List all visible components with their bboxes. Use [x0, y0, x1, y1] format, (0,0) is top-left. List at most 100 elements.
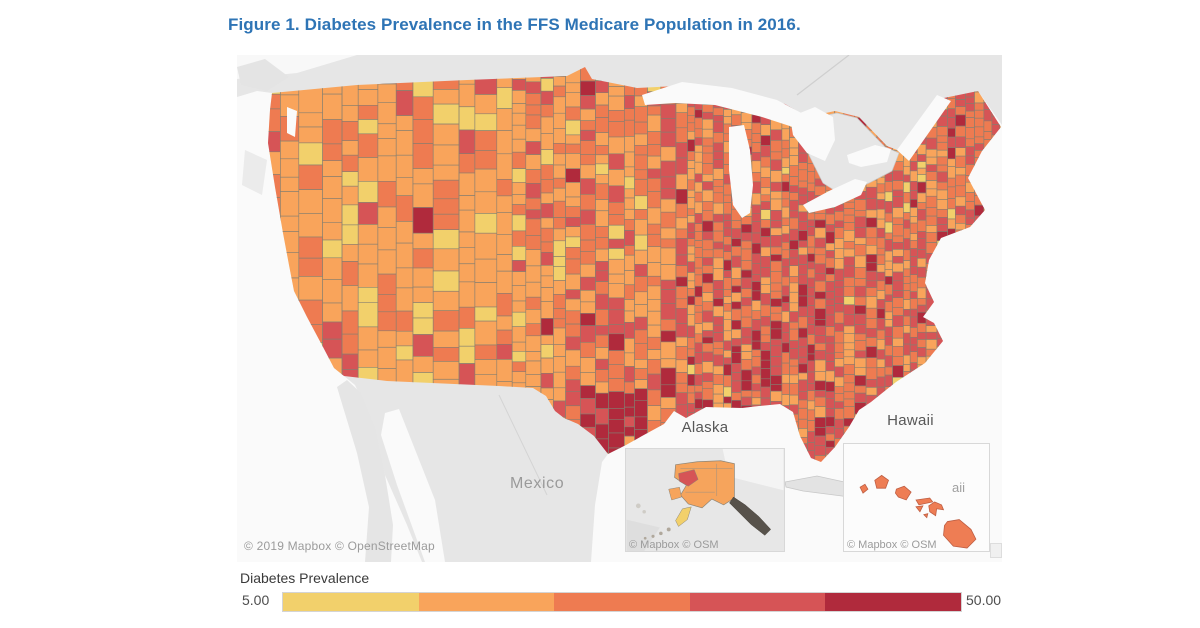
- county-cell: [814, 213, 826, 221]
- county-cell: [675, 308, 688, 325]
- legend-class-swatch: [418, 593, 555, 611]
- county-cell: [496, 195, 513, 213]
- county-cell: [781, 233, 790, 243]
- county-cell: [854, 296, 867, 306]
- county-cell: [781, 217, 790, 226]
- county-cell: [694, 151, 703, 163]
- county-cell: [322, 119, 343, 145]
- county-cell: [553, 128, 566, 144]
- county-cell: [701, 249, 714, 258]
- county-cell: [511, 341, 527, 352]
- county-cell: [701, 128, 714, 139]
- county-cell: [687, 364, 696, 375]
- county-cell: [760, 135, 771, 146]
- county-cell: [789, 292, 799, 304]
- county-cell: [634, 379, 648, 390]
- county-cell: [798, 152, 808, 163]
- county-cell: [903, 238, 911, 251]
- county-cell: [903, 212, 911, 221]
- county-cell: [687, 238, 696, 247]
- map-corner-artifact: [990, 543, 1002, 558]
- county-cell: [624, 310, 635, 323]
- county-cell: [565, 134, 581, 145]
- county-cell: [298, 164, 323, 190]
- county-cell: [341, 333, 359, 355]
- county-cell: [789, 374, 799, 384]
- county-cell: [731, 345, 742, 353]
- county-cell: [608, 86, 625, 97]
- county-cell: [825, 243, 835, 251]
- county-cell: [694, 296, 703, 306]
- county-cell: [760, 316, 771, 327]
- county-cell: [798, 316, 808, 329]
- county-cell: [565, 336, 581, 351]
- county-cell: [474, 113, 498, 131]
- county-cell: [865, 318, 878, 329]
- county-cell: [789, 302, 799, 313]
- county-cell: [525, 128, 542, 142]
- county-cell: [474, 213, 498, 234]
- county-cell: [947, 166, 956, 179]
- county-cell: [731, 246, 742, 257]
- county-cell: [740, 224, 753, 234]
- county-cell: [854, 340, 867, 352]
- county-cell: [751, 383, 762, 392]
- county-cell: [511, 271, 527, 286]
- alaska-inset-label: Alaska: [681, 419, 729, 436]
- county-cell: [876, 264, 886, 273]
- county-cell: [876, 308, 886, 319]
- county-cell: [825, 370, 835, 382]
- county-cell: [525, 360, 542, 375]
- county-cell: [854, 375, 867, 387]
- county-cell: [634, 304, 648, 318]
- county-cell: [909, 274, 918, 284]
- county-cell: [892, 242, 904, 250]
- county-cell: [865, 209, 878, 219]
- county-cell: [916, 167, 927, 175]
- county-cell: [412, 232, 434, 249]
- county-cell: [608, 309, 625, 326]
- county-cell: [854, 278, 867, 287]
- county-cell: [675, 286, 688, 300]
- county-cell: [579, 95, 596, 110]
- county-cell: [565, 182, 581, 198]
- county-cell: [579, 325, 596, 343]
- county-cell: [540, 301, 554, 319]
- county-cell: [687, 325, 696, 338]
- county-cell: [825, 416, 835, 427]
- county-cell: [432, 291, 460, 312]
- county-cell: [432, 213, 460, 230]
- county-cell: [936, 156, 948, 166]
- county-cell: [884, 344, 893, 357]
- county-cell: [624, 270, 635, 285]
- county-cell: [834, 211, 845, 222]
- county-cell: [936, 209, 948, 218]
- county-cell: [694, 213, 703, 224]
- county-cell: [565, 119, 581, 136]
- county-cell: [565, 106, 581, 121]
- county-cell: [892, 280, 904, 291]
- county-cell: [770, 254, 783, 262]
- county-cell: [694, 247, 703, 258]
- county-cell: [751, 133, 762, 143]
- county-cell: [723, 330, 732, 342]
- county-cell: [955, 196, 967, 207]
- county-cell: [660, 176, 677, 189]
- county-cell: [740, 112, 753, 123]
- us-choropleth-map[interactable]: Mexico © 2019 Mapbox © OpenStreetMap Ala…: [237, 55, 1002, 562]
- county-cell: [947, 218, 956, 230]
- county-cell: [525, 169, 542, 184]
- county-cell: [540, 227, 554, 243]
- county-cell: [701, 372, 714, 382]
- county-cell: [876, 183, 886, 194]
- county-cell: [903, 219, 911, 229]
- county-cell: [854, 385, 867, 394]
- county-cell: [595, 163, 609, 175]
- county-cell: [876, 218, 886, 229]
- county-cell: [903, 343, 911, 356]
- county-cell: [634, 133, 648, 146]
- county-cell: [834, 330, 845, 344]
- county-cell: [798, 390, 808, 401]
- county-cell: [854, 244, 867, 257]
- county-cell: [712, 341, 724, 349]
